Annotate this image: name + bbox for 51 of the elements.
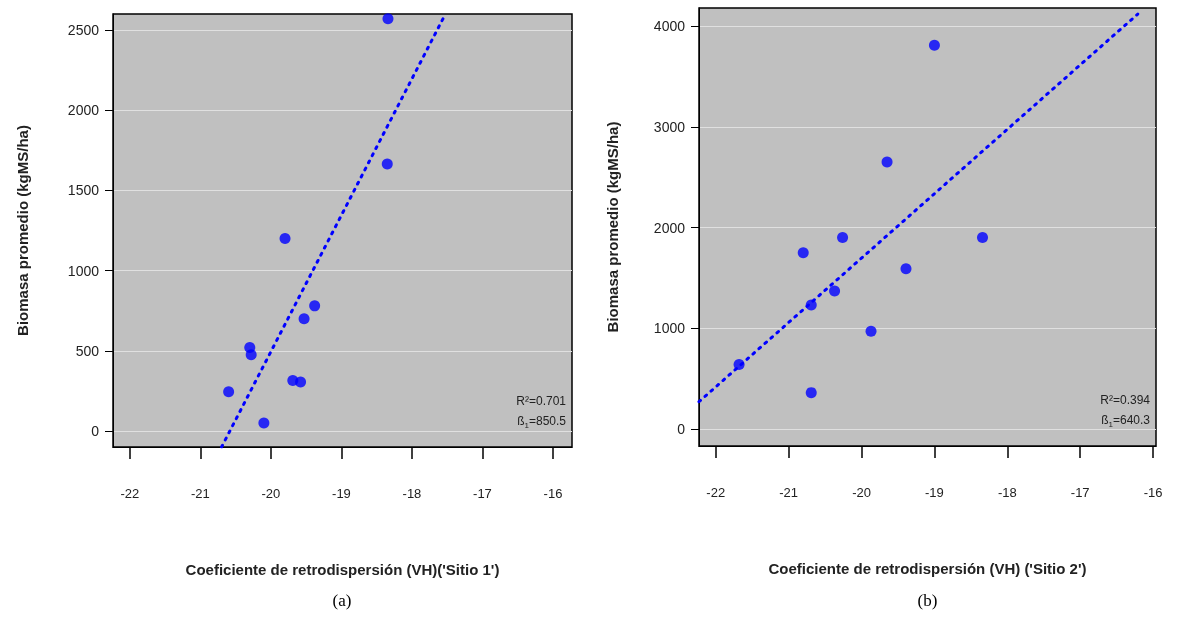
point bbox=[977, 232, 989, 244]
point bbox=[298, 313, 310, 325]
point bbox=[837, 232, 849, 244]
point bbox=[279, 233, 291, 245]
y-tick-label: 2000 bbox=[67, 102, 100, 119]
x-tick-label: -18 bbox=[402, 486, 422, 501]
point bbox=[245, 349, 257, 361]
annotation: R²=0.394 bbox=[1100, 393, 1151, 407]
x-tick-label: -22 bbox=[706, 485, 726, 500]
x-tick-label: -16 bbox=[1143, 485, 1163, 500]
x-tick-label: -21 bbox=[779, 485, 799, 500]
point bbox=[865, 325, 877, 337]
x-tick-label: -21 bbox=[191, 486, 210, 501]
x-tick-label: -20 bbox=[261, 486, 281, 501]
x-axis-title: Coeficiente de retrodispersión (VH)('Sitio 1') bbox=[185, 561, 500, 578]
point bbox=[900, 263, 912, 275]
point bbox=[805, 387, 817, 399]
y-tick-label: 1500 bbox=[67, 182, 100, 199]
text: (b) bbox=[917, 591, 938, 610]
point bbox=[258, 417, 270, 429]
y-tick-label: 1000 bbox=[67, 262, 100, 279]
point bbox=[381, 158, 393, 170]
x-tick-label: -19 bbox=[925, 485, 944, 500]
annotation: R²=0.701 bbox=[516, 394, 567, 408]
x-axis-title: Coeficiente de retrodispersión (VH) ('Sitio 2') bbox=[768, 560, 1087, 577]
x-tick-label: -16 bbox=[543, 486, 563, 501]
x-tick-label: -19 bbox=[332, 486, 351, 501]
point bbox=[295, 376, 307, 388]
point bbox=[881, 156, 893, 168]
x-tick-label: -22 bbox=[120, 486, 140, 501]
point bbox=[309, 300, 321, 312]
text: (a) bbox=[332, 591, 352, 610]
y-axis-title: Biomasa promedio (kgMS/ha) bbox=[604, 121, 621, 333]
y-tick-label: 0 bbox=[677, 420, 686, 437]
y-axis-title: Biomasa promedio (kgMS/ha) bbox=[14, 125, 31, 336]
point bbox=[928, 39, 940, 51]
x-tick-label: -18 bbox=[997, 485, 1017, 500]
x-tick-label: -17 bbox=[473, 486, 492, 501]
y-tick-label: 3000 bbox=[653, 118, 686, 135]
y-tick-label: 4000 bbox=[653, 18, 686, 35]
point bbox=[382, 13, 394, 25]
y-tick-label: 2500 bbox=[67, 22, 100, 39]
y-tick-label: 1000 bbox=[653, 320, 686, 337]
point bbox=[223, 386, 235, 398]
x-tick-label: -17 bbox=[1070, 485, 1090, 500]
point bbox=[797, 247, 809, 259]
y-tick-label: 2000 bbox=[653, 219, 686, 236]
point bbox=[829, 285, 841, 297]
y-tick-label: 0 bbox=[91, 422, 100, 439]
y-tick-label: 500 bbox=[75, 342, 100, 359]
x-tick-label: -20 bbox=[852, 485, 871, 500]
